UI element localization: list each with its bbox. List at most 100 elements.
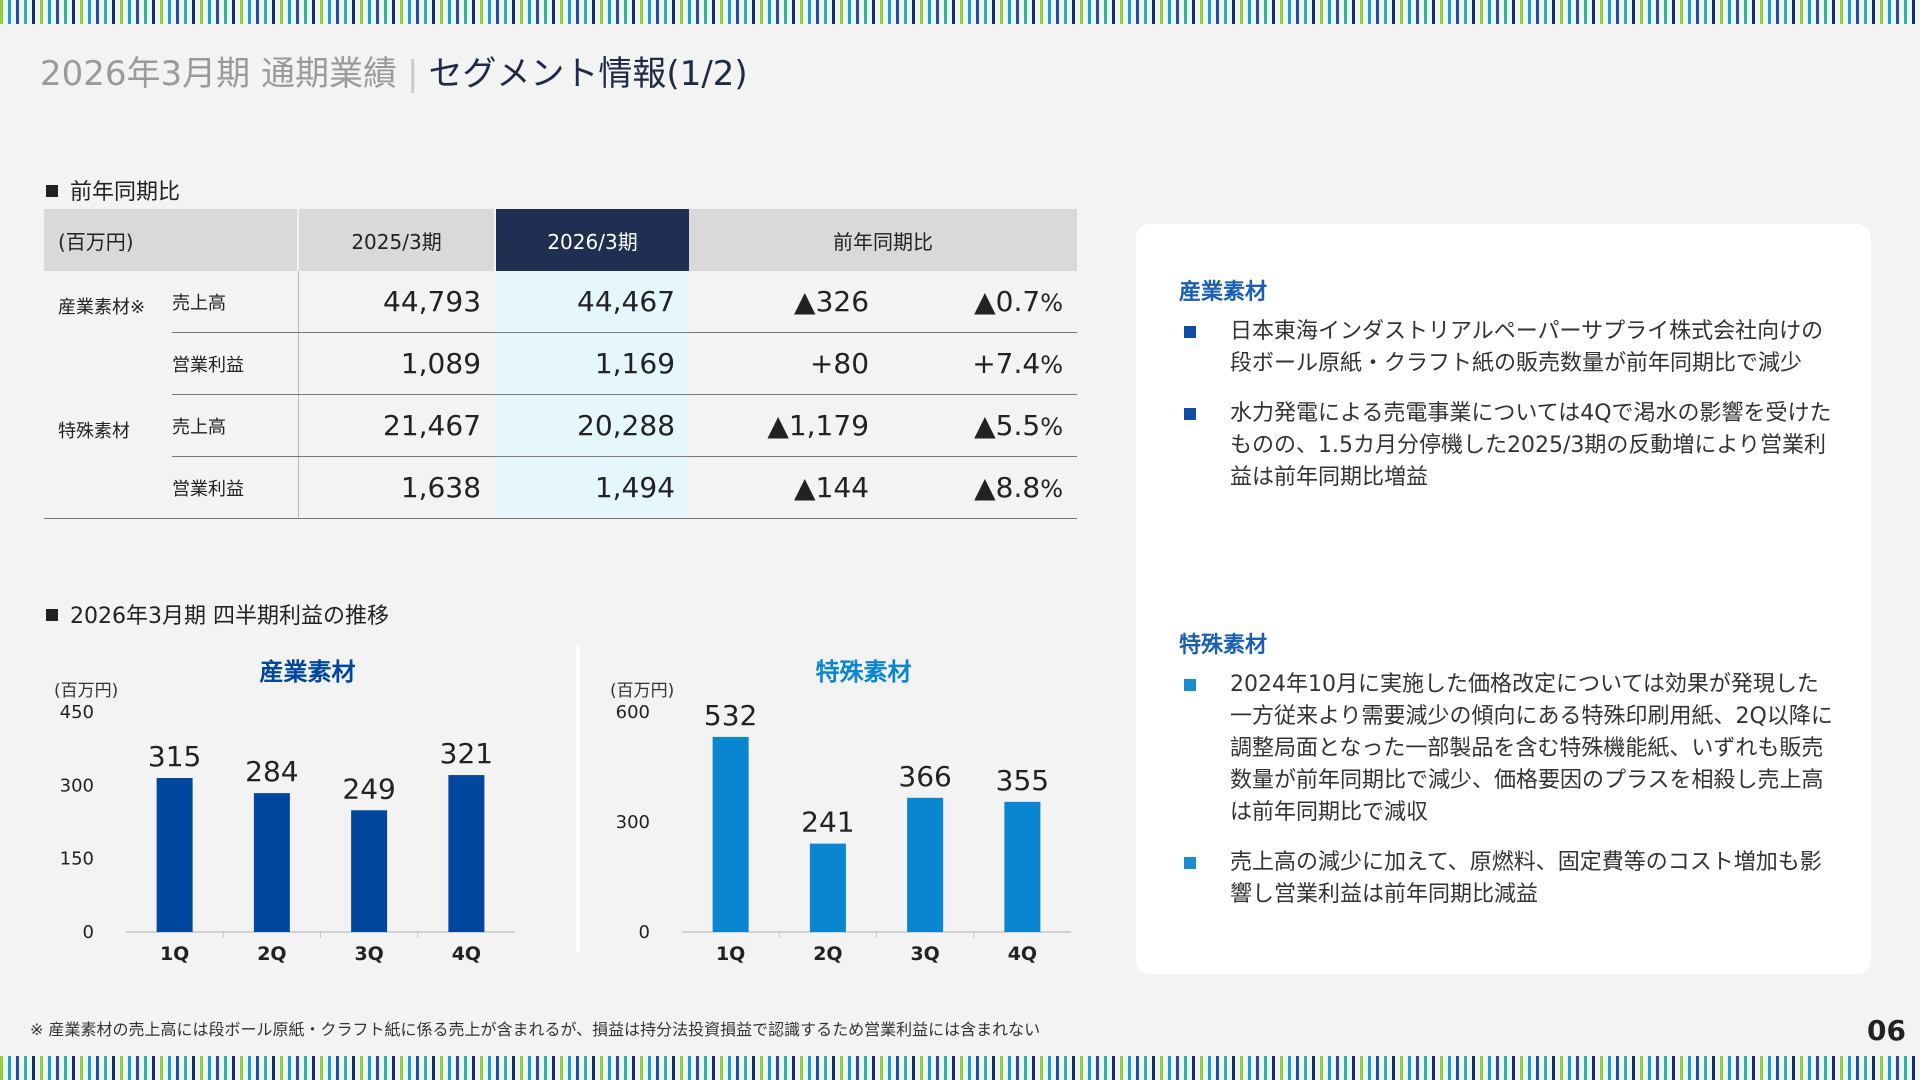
chart-section-label-text: 2026年3月期 四半期利益の推移 — [70, 604, 389, 629]
list-item: 日本東海インダストリアルペーパーサプライ株式会社向けの段ボール原紙・クラフト紙の… — [1180, 316, 1840, 380]
specialty-chart-container: 特殊素材 (百万円) 0 300 600 532 1Q 241 2Q 366 3Q 355 4Q — [596, 650, 1136, 980]
bar-1q — [712, 736, 749, 932]
percent-unit: % — [1040, 413, 1064, 441]
bar-3q — [351, 810, 388, 932]
bullet-text: 水力発電による売電事業については4Qで渇水の影響を受けたものの、1.5カ月分停機… — [1230, 401, 1832, 490]
chart-title: 産業素材 — [260, 658, 356, 686]
page-number: 06 — [1867, 1014, 1906, 1047]
y-tick-label: 0 — [83, 922, 94, 943]
square-bullet-icon — [1184, 679, 1196, 691]
bar-value-label: 315 — [148, 740, 201, 773]
title-separator: | — [406, 54, 419, 94]
item-name: 売上高 — [172, 271, 299, 333]
list-item: 水力発電による売電事業については4Qで渇水の影響を受けたものの、1.5カ月分停機… — [1180, 398, 1840, 494]
header-fy2026: 2026/3期 — [495, 209, 690, 271]
segment-name: 産業素材※ — [58, 297, 146, 318]
table-section-label: 前年同期比 — [46, 174, 180, 206]
chart-title: 特殊素材 — [816, 658, 912, 686]
bar-4q — [448, 775, 485, 932]
table-row: 産業素材※ 売上高 44,793 44,467 ▲326 ▲0.7% — [44, 271, 1078, 333]
square-bullet-icon — [46, 609, 58, 621]
footnote: ※ 産業素材の売上高には段ボール原紙・クラフト紙に係る売上が含まれるが、損益は持… — [30, 1020, 1041, 1039]
y-axis-unit: (百万円) — [610, 681, 674, 701]
commentary-panel: 産業素材 日本東海インダストリアルペーパーサプライ株式会社向けの段ボール原紙・ク… — [1136, 224, 1871, 974]
specialty-bullets: 2024年10月に実施した価格改定については効果が発現した一方従来より需要減少の… — [1180, 669, 1840, 929]
bullet-text: 売上高の減少に加えて、原燃料、固定費等のコスト増加も影響し営業利益は前年同期比減… — [1230, 850, 1822, 907]
segment-name: 特殊素材 — [44, 394, 172, 519]
yoy-percent-value: ▲0.7 — [974, 285, 1041, 318]
chart-divider — [576, 645, 580, 953]
bar-2q — [809, 843, 846, 932]
specialty-bar-chart: 特殊素材 (百万円) 0 300 600 532 1Q 241 2Q 366 3Q 355 4Q — [610, 658, 1071, 965]
list-item: 2024年10月に実施した価格改定については効果が発現した一方従来より需要減少の… — [1180, 669, 1840, 829]
yoy-diff: ▲144 — [689, 456, 884, 519]
title-main: セグメント情報(1/2) — [428, 54, 748, 94]
item-name: 営業利益 — [172, 456, 299, 519]
header-unit: (百万円) — [44, 209, 300, 271]
bar-3q — [907, 797, 944, 932]
bar-value-label: 284 — [245, 755, 298, 788]
square-bullet-icon — [46, 185, 58, 197]
table-row: 営業利益 1,638 1,494 ▲144 ▲8.8% — [44, 456, 1078, 519]
x-tick-label: 2Q — [257, 943, 286, 965]
yoy-percent: ▲8.8% — [883, 456, 1078, 519]
x-tick-label: 1Q — [160, 943, 189, 965]
x-tick-label: 3Q — [910, 943, 939, 965]
yoy-diff: ▲1,179 — [689, 394, 884, 457]
value-fy2026: 44,467 — [495, 271, 690, 333]
bar-value-label: 321 — [440, 737, 493, 770]
bar-value-label: 366 — [898, 760, 951, 793]
bar-value-label: 249 — [342, 772, 395, 805]
square-bullet-icon — [1184, 408, 1196, 420]
x-tick-label: 2Q — [813, 943, 842, 965]
yoy-percent-value: +7.4 — [972, 347, 1041, 380]
x-tick-label: 1Q — [716, 943, 745, 965]
industrial-chart-container: 産業素材 (百万円) 0 150 300 450 315 1Q 284 2Q 249 3Q 321 4Q — [40, 650, 580, 980]
table-row: 特殊素材 売上高 21,467 20,288 ▲1,179 ▲5.5% — [44, 394, 1078, 519]
specialty-heading: 特殊素材 — [1179, 633, 1268, 658]
bar-2q — [253, 793, 290, 932]
y-tick-label: 300 — [616, 812, 650, 833]
yoy-diff: ▲326 — [689, 271, 884, 333]
bar-1q — [156, 778, 193, 932]
decorative-bottom-stripe — [0, 1056, 1920, 1080]
page-title: 2026年3月期 通期業績 | セグメント情報(1/2) — [40, 46, 748, 95]
value-fy2026: 1,169 — [495, 332, 690, 395]
yoy-percent-value: ▲8.8 — [974, 471, 1041, 504]
y-tick-label: 450 — [60, 702, 94, 723]
y-axis-unit: (百万円) — [54, 681, 118, 701]
item-name: 売上高 — [172, 394, 299, 457]
x-tick-label: 4Q — [1008, 943, 1037, 965]
table-header-row: (百万円) 2025/3期 2026/3期 前年同期比 — [44, 209, 1078, 271]
value-fy2025: 21,467 — [297, 394, 496, 457]
y-tick-label: 150 — [60, 849, 94, 870]
header-fy2025: 2025/3期 — [298, 209, 497, 271]
bar-value-label: 355 — [996, 764, 1049, 797]
segment-comparison-table: (百万円) 2025/3期 2026/3期 前年同期比 産業素材※ 売上高 44… — [44, 209, 1078, 519]
y-tick-label: 300 — [60, 775, 94, 796]
square-bullet-icon — [1184, 857, 1196, 869]
percent-unit: % — [1040, 475, 1064, 503]
industrial-heading: 産業素材 — [1179, 280, 1268, 305]
yoy-diff: +80 — [689, 332, 884, 395]
bar-value-label: 241 — [801, 806, 854, 839]
yoy-percent-value: ▲5.5 — [974, 409, 1041, 442]
percent-unit: % — [1040, 351, 1064, 379]
header-yoy: 前年同期比 — [689, 209, 1078, 271]
x-tick-label: 4Q — [452, 943, 481, 965]
yoy-percent: ▲0.7% — [883, 271, 1078, 333]
table-section-label-text: 前年同期比 — [70, 180, 181, 205]
x-tick-label: 3Q — [354, 943, 383, 965]
square-bullet-icon — [1184, 326, 1196, 338]
yoy-percent: ▲5.5% — [883, 394, 1078, 457]
bullet-text: 日本東海インダストリアルペーパーサプライ株式会社向けの段ボール原紙・クラフト紙の… — [1230, 319, 1824, 376]
industrial-bar-chart: 産業素材 (百万円) 0 150 300 450 315 1Q 284 2Q 249 3Q 321 4Q — [54, 658, 515, 965]
industrial-bullets: 日本東海インダストリアルペーパーサプライ株式会社向けの段ボール原紙・クラフト紙の… — [1180, 316, 1840, 512]
value-fy2025: 1,089 — [297, 332, 496, 395]
chart-section-label: 2026年3月期 四半期利益の推移 — [46, 598, 389, 630]
percent-unit: % — [1040, 289, 1064, 317]
bar-value-label: 532 — [704, 699, 757, 732]
title-period: 2026年3月期 通期業績 — [40, 54, 397, 94]
decorative-top-stripe — [0, 0, 1920, 24]
item-name: 営業利益 — [172, 332, 299, 395]
